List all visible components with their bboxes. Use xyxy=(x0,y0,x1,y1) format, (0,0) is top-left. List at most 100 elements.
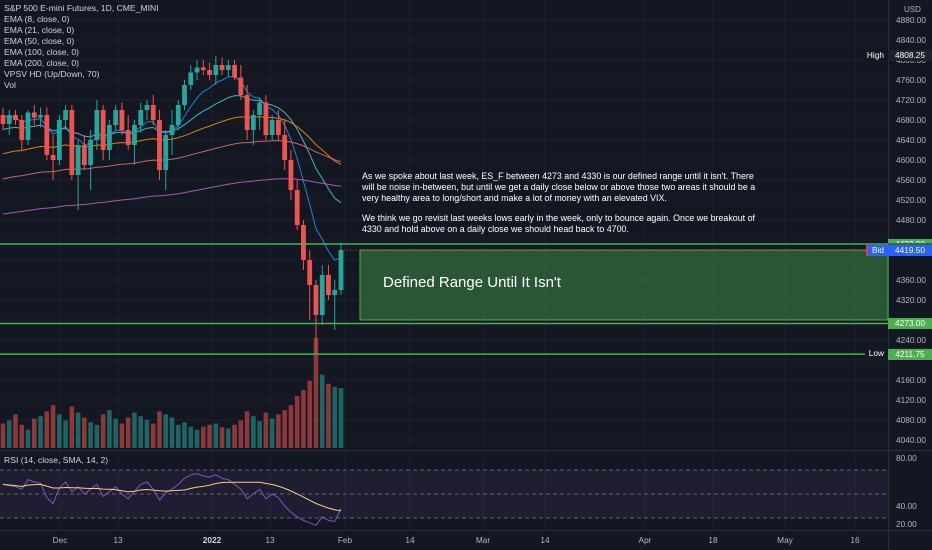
indicator-ema-200[interactable]: EMA (200, close, 0) xyxy=(4,58,79,68)
candle-body xyxy=(119,110,125,130)
rsi-legend[interactable]: RSI (14, close, SMA, 14, 2) xyxy=(4,455,109,465)
volume-bar xyxy=(63,420,68,448)
volume-bar xyxy=(257,421,262,448)
price-tick-label: 4600.00 xyxy=(896,155,926,165)
volume-bar xyxy=(188,426,194,448)
candle-body xyxy=(44,115,50,155)
candle-body xyxy=(301,225,306,260)
indicator-ema-50[interactable]: EMA (50, close, 0) xyxy=(4,36,75,46)
time-tick-label: Mar xyxy=(475,535,491,545)
candle-body xyxy=(113,110,119,125)
volume-bar xyxy=(82,417,87,448)
annotation-paragraph-1: As we spoke about last week, ES_F betwee… xyxy=(362,171,756,203)
volume-bar xyxy=(294,396,300,448)
price-tick-label: 4720.00 xyxy=(896,95,926,105)
candle-body xyxy=(75,145,81,175)
candle-body xyxy=(88,140,94,165)
time-tick-label: Apr xyxy=(638,535,652,545)
candle-body xyxy=(81,145,87,165)
price-tick-label: 4320.00 xyxy=(896,295,926,305)
volume-bar xyxy=(38,416,43,448)
volume-bar xyxy=(69,406,75,448)
candle-body xyxy=(31,112,37,118)
price-label: 4419.50 xyxy=(888,244,932,256)
candle-body xyxy=(319,275,325,315)
volume-bar xyxy=(232,424,237,448)
volume-bar xyxy=(163,414,169,448)
price-tick-label: 4560.00 xyxy=(896,175,926,185)
candle-body xyxy=(125,130,131,145)
candle-body xyxy=(182,85,187,105)
volume-bar xyxy=(200,426,206,448)
volume-bar xyxy=(175,424,181,448)
time-tick-label: 13 xyxy=(265,535,275,545)
indicator-volume[interactable]: Vol xyxy=(4,80,16,90)
price-tick-label: 4760.00 xyxy=(896,75,926,85)
candle-body xyxy=(269,120,275,135)
price-tick-label: 4080.00 xyxy=(896,415,926,425)
price-tick-label: 4040.00 xyxy=(896,435,926,445)
volume-bar xyxy=(219,427,225,448)
volume-bar xyxy=(332,386,338,448)
candle-body xyxy=(225,65,231,70)
candle-body xyxy=(294,190,300,225)
candle-body xyxy=(194,67,200,73)
price-tick-label: 4360.00 xyxy=(896,275,926,285)
annotation-text[interactable]: As we spoke about last week, ES_F betwee… xyxy=(362,171,762,245)
volume-bar xyxy=(150,423,156,448)
candle-body xyxy=(19,120,25,140)
volume-bar xyxy=(0,423,6,448)
volume-bar xyxy=(100,414,106,448)
symbol-title[interactable]: S&P 500 E-mini Futures, 1D, CME_MINI xyxy=(4,3,159,13)
volume-bar xyxy=(113,418,118,448)
price-tag-bid: Bid xyxy=(868,244,888,256)
volume-bar xyxy=(338,388,344,448)
candle-body xyxy=(263,102,269,135)
volume-bar xyxy=(213,423,219,448)
volume-bar xyxy=(94,424,100,448)
volume-bar xyxy=(31,418,37,448)
candle-body xyxy=(150,105,156,120)
volume-bar xyxy=(282,410,287,448)
volume-bar xyxy=(319,374,325,448)
candle-body xyxy=(332,290,338,295)
candle-body xyxy=(38,115,43,118)
volume-bar xyxy=(182,422,187,448)
volume-bar xyxy=(251,416,256,448)
price-label: 4273.00 xyxy=(888,318,932,329)
candle-body xyxy=(250,115,256,130)
candle-body xyxy=(200,67,206,70)
volume-bar xyxy=(226,428,231,448)
range-box-label: Defined Range Until It Isn't xyxy=(383,274,561,291)
candle-body xyxy=(25,112,31,140)
candle-body xyxy=(63,110,68,120)
candle-body xyxy=(257,102,263,115)
volume-bar xyxy=(6,420,12,448)
price-tick-label: 4520.00 xyxy=(896,195,926,205)
candle-body xyxy=(13,115,18,120)
volume-bar xyxy=(107,410,112,448)
indicator-ema-8[interactable]: EMA (8, close, 0) xyxy=(4,14,70,24)
candle-body xyxy=(138,110,144,125)
indicator-vpsv[interactable]: VPSV HD (Up/Down, 70) xyxy=(4,69,100,79)
candle-body xyxy=(175,105,181,125)
annotation-paragraph-2: We think we go revisit last weeks lows e… xyxy=(362,213,756,235)
indicator-ema-100[interactable]: EMA (100, close, 0) xyxy=(4,47,79,57)
volume-bar xyxy=(125,417,131,448)
volume-bar xyxy=(144,419,150,448)
indicator-ema-21[interactable]: EMA (21, close, 0) xyxy=(4,25,75,35)
volume-bar xyxy=(313,338,319,448)
price-tag-low: Low xyxy=(864,348,888,360)
price-tick-label: 4880.00 xyxy=(896,15,926,25)
volume-bar xyxy=(75,412,81,448)
candle-body xyxy=(313,285,319,315)
volume-bar xyxy=(138,416,144,448)
volume-bar xyxy=(194,429,200,448)
volume-bar xyxy=(263,412,269,448)
chart-legend: S&P 500 E-mini Futures, 1D, CME_MINI EMA… xyxy=(4,3,159,91)
candle-body xyxy=(132,125,137,145)
price-tick-label: 4240.00 xyxy=(896,335,926,345)
time-tick-label: 13 xyxy=(113,535,123,545)
candle-body xyxy=(282,135,288,160)
